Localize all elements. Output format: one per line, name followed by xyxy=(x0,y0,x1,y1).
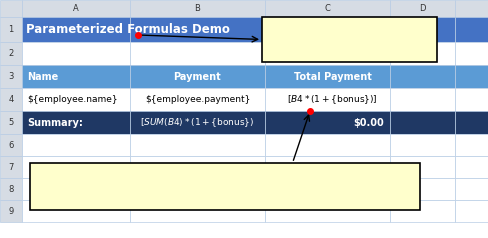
Bar xyxy=(454,88,488,111)
Bar xyxy=(130,0,264,17)
Bar xyxy=(389,134,454,156)
Bar xyxy=(22,111,130,134)
Text: C: C xyxy=(324,4,330,13)
Bar xyxy=(130,17,264,42)
Text: 2: 2 xyxy=(8,49,14,58)
Bar xyxy=(454,178,488,200)
Bar xyxy=(0,134,22,156)
Text: 1: 1 xyxy=(8,25,14,34)
Bar xyxy=(454,0,488,17)
Text: ${employee.payment}: ${employee.payment} xyxy=(144,95,250,104)
Bar xyxy=(454,200,488,222)
Bar xyxy=(454,65,488,88)
Bar xyxy=(130,88,264,111)
Bar xyxy=(130,65,264,88)
Bar xyxy=(264,134,389,156)
Bar xyxy=(30,163,419,210)
Bar xyxy=(22,65,130,88)
Bar xyxy=(264,17,389,42)
Bar xyxy=(0,178,22,200)
Bar xyxy=(0,65,22,88)
Bar xyxy=(22,200,130,222)
Bar xyxy=(454,134,488,156)
Bar xyxy=(389,42,454,65)
Text: Author:: Author: xyxy=(269,23,311,33)
Bar xyxy=(22,156,130,178)
Bar xyxy=(130,42,264,65)
Bar xyxy=(130,200,264,222)
Bar xyxy=(262,17,436,62)
Bar xyxy=(0,42,22,65)
Text: 3: 3 xyxy=(8,72,14,81)
Text: Summary:: Summary: xyxy=(27,118,82,128)
Text: 8: 8 xyxy=(8,184,14,193)
Text: B: B xyxy=(194,4,200,13)
Text: ${employee.name}: ${employee.name} xyxy=(27,95,118,104)
Text: D: D xyxy=(418,4,425,13)
Bar xyxy=(264,200,389,222)
Bar xyxy=(389,156,454,178)
Bar xyxy=(454,42,488,65)
Bar xyxy=(454,111,488,134)
Bar xyxy=(22,0,130,17)
Bar xyxy=(389,111,454,134)
Text: Author:: Author: xyxy=(38,170,80,180)
Bar xyxy=(389,200,454,222)
Bar xyxy=(264,88,389,111)
Bar xyxy=(22,178,130,200)
Text: 7: 7 xyxy=(8,163,14,172)
Text: jx:area(lastCell="C5"): jx:area(lastCell="C5") xyxy=(269,46,387,55)
Bar xyxy=(389,88,454,111)
Text: A: A xyxy=(73,4,79,13)
Bar xyxy=(22,17,130,42)
Bar xyxy=(454,17,488,42)
Text: $[B4*(1+${bonus})]: $[B4*(1+${bonus})] xyxy=(286,93,377,106)
Text: $0.00: $0.00 xyxy=(352,118,383,128)
Bar xyxy=(389,65,454,88)
Bar xyxy=(0,88,22,111)
Text: jx:each(items="employees" var="employee" lastCell="C4"): jx:each(items="employees" var="employee"… xyxy=(38,194,333,203)
Text: 6: 6 xyxy=(8,140,14,149)
Bar xyxy=(264,42,389,65)
Bar xyxy=(264,178,389,200)
Bar xyxy=(264,156,389,178)
Bar xyxy=(0,156,22,178)
Bar xyxy=(22,134,130,156)
Bar xyxy=(264,0,389,17)
Text: 5: 5 xyxy=(8,118,14,127)
Bar xyxy=(0,17,22,42)
Text: $[SUM(B4)*(1+${bonus}): $[SUM(B4)*(1+${bonus}) xyxy=(140,116,254,129)
Text: Name: Name xyxy=(27,71,58,81)
Bar xyxy=(0,0,22,17)
Bar xyxy=(130,134,264,156)
Bar xyxy=(389,17,454,42)
Text: Parameterized Formulas Demo: Parameterized Formulas Demo xyxy=(26,23,229,36)
Text: 4: 4 xyxy=(8,95,14,104)
Bar xyxy=(22,88,130,111)
Bar xyxy=(130,178,264,200)
Bar xyxy=(264,111,389,134)
Bar xyxy=(0,200,22,222)
Bar xyxy=(389,178,454,200)
Bar xyxy=(22,42,130,65)
Text: 9: 9 xyxy=(8,207,14,215)
Bar xyxy=(264,65,389,88)
Text: Total Payment: Total Payment xyxy=(293,71,371,81)
Bar xyxy=(130,156,264,178)
Bar xyxy=(0,111,22,134)
Bar xyxy=(130,111,264,134)
Bar xyxy=(454,156,488,178)
Text: Payment: Payment xyxy=(173,71,221,81)
Bar xyxy=(389,0,454,17)
